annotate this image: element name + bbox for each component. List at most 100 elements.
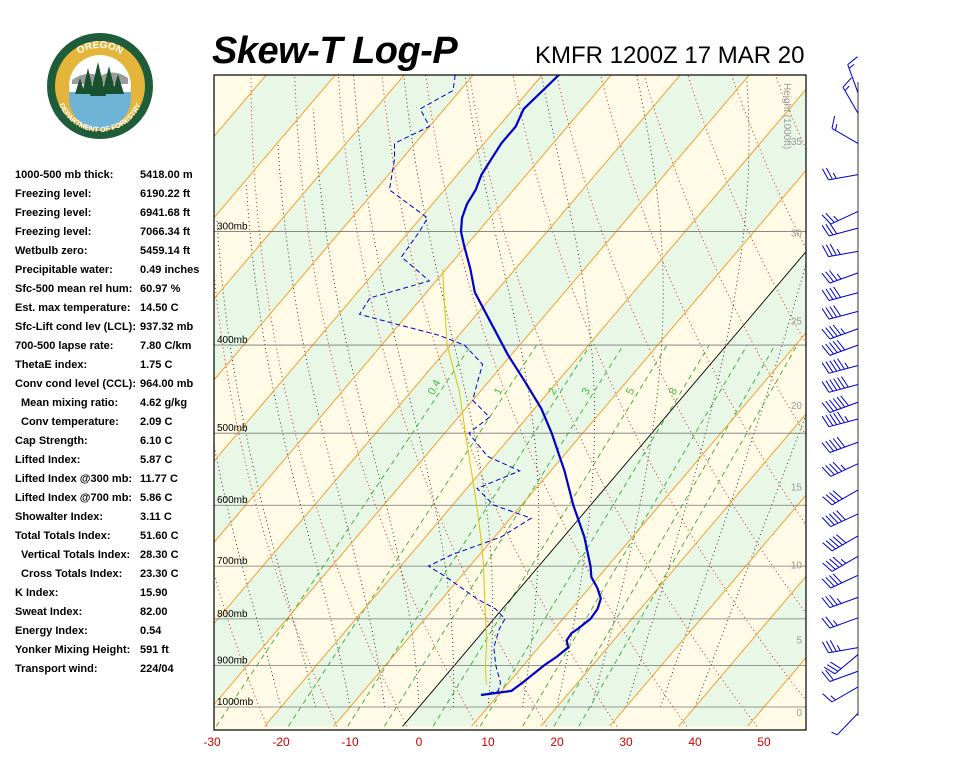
- index-value: 5418.00 m: [140, 169, 193, 181]
- wind-barb: [821, 210, 859, 225]
- index-value: 224/04: [140, 663, 174, 675]
- mixing-ratio-label: 3: [580, 386, 593, 397]
- wind-barb: [821, 573, 859, 589]
- wind-barb: [821, 324, 859, 340]
- plot-area: 200mb 300mb 400mb 500mb 600mb 700mb 800mb 900mb…: [214, 0, 960, 730]
- index-row: K Index: 15.90: [15, 587, 215, 606]
- isobar-label: 1000mb: [217, 697, 254, 708]
- zero-isotherm: [402, 251, 806, 727]
- index-label: Lifted Index @700 mb:: [15, 492, 133, 504]
- index-label: Cross Totals Index:: [21, 568, 123, 580]
- index-row: Precipitable water: 0.49 inches: [15, 264, 215, 283]
- index-value: 0.54: [140, 625, 162, 637]
- isobar-label: 700mb: [217, 556, 248, 567]
- chart-title: Skew-T Log-P: [212, 30, 458, 72]
- x-tick-label: 30: [619, 735, 633, 749]
- wind-barb: [822, 686, 859, 703]
- x-tick-label: 40: [688, 735, 702, 749]
- index-row: ThetaE index: 1.75 C: [15, 359, 215, 378]
- wind-barb: [821, 286, 859, 301]
- isotherm: [214, 75, 681, 625]
- index-row: 1000-500 mb thick: 5418.00 m: [15, 169, 215, 188]
- height-axis-label: Height (1000ft): [781, 83, 792, 149]
- tree-icon: [75, 62, 124, 96]
- index-value: 5459.14 ft: [140, 245, 191, 257]
- index-row: 700-500 lapse rate: 7.80 C/km: [15, 340, 215, 359]
- isobar-label: 800mb: [217, 609, 248, 620]
- index-value: 1.75 C: [140, 359, 173, 371]
- dewpoint-line: [358, 75, 533, 696]
- wind-barb: [821, 270, 859, 284]
- index-value: 2.09 C: [140, 416, 173, 428]
- temperature-line: [459, 75, 602, 697]
- wind-barb: [822, 489, 859, 506]
- index-label: Mean mixing ratio:: [21, 397, 119, 409]
- index-value: 28.30 C: [140, 549, 179, 561]
- isobar-label: 400mb: [217, 335, 248, 346]
- isobar-label: 900mb: [217, 655, 248, 666]
- index-row: Cap Strength: 6.10 C: [15, 435, 215, 454]
- index-value: 5.87 C: [140, 454, 173, 466]
- index-label: Conv cond level (CCL):: [15, 378, 137, 390]
- mixing-ratio-line: [578, 344, 798, 727]
- x-tick-label: 20: [550, 735, 564, 749]
- index-value: 3.11 C: [140, 511, 172, 523]
- index-label: Lifted Index:: [15, 454, 81, 466]
- index-value: 0.49 inches: [140, 264, 200, 276]
- isobar-label: 500mb: [217, 423, 248, 434]
- wind-barb: [821, 411, 859, 428]
- mixing-ratio-line: [522, 344, 748, 727]
- index-value: 51.60 C: [140, 530, 179, 542]
- isotherm: [540, 413, 806, 727]
- index-row: Conv cond level (CCL): 964.00 mb: [15, 378, 215, 397]
- dry-adiabat: [880, 0, 960, 726]
- isotherm: [264, 88, 806, 727]
- wind-barb: [821, 222, 859, 237]
- mixing-ratio-line: [553, 344, 776, 727]
- mixing-ratio-line: [479, 344, 710, 727]
- plot-frame: [213, 74, 807, 731]
- dry-adiabat: [730, 75, 806, 250]
- index-value: 6941.68 ft: [140, 207, 191, 219]
- isobar-label: 200mb: [217, 61, 248, 72]
- index-value: 6.10 C: [140, 435, 173, 447]
- moist-adiabat: [245, 182, 351, 708]
- isotherm: [609, 494, 806, 727]
- index-label: Energy Index:: [15, 625, 88, 637]
- index-value: 23.30 C: [140, 568, 179, 580]
- x-tick-label: -30: [203, 735, 221, 749]
- wind-barb: [821, 167, 859, 181]
- index-value: 60.97 %: [140, 283, 181, 295]
- svg-text:OREGON: OREGON: [75, 40, 125, 57]
- index-row: Mean mixing ratio: 4.62 g/kg: [15, 397, 215, 416]
- index-row: Freezing level: 6190.22 ft: [15, 188, 215, 207]
- x-tick-label: 0: [416, 735, 423, 749]
- index-value: 15.90: [140, 587, 168, 599]
- wind-barb: [831, 115, 859, 144]
- index-value: 5.86 C: [140, 492, 173, 504]
- station-time-label: KMFR 1200Z 17 MAR 20: [535, 42, 805, 69]
- wind-barb: [847, 56, 859, 93]
- moist-adiabat: [403, 75, 494, 708]
- dry-adiabat: [468, 75, 758, 727]
- index-value: 937.32 mb: [140, 321, 194, 333]
- index-value: 82.00: [140, 606, 168, 618]
- index-label: Freezing level:: [15, 188, 92, 200]
- wind-barbs: [821, 56, 859, 736]
- mixing-ratio-label: 8: [667, 386, 680, 397]
- index-label: Showalter Index:: [15, 511, 104, 523]
- index-value: 7066.34 ft: [140, 226, 191, 238]
- index-label: Total Totals Index:: [15, 530, 111, 542]
- index-row: Showalter Index: 3.11 C: [15, 511, 215, 530]
- index-row: Freezing level: 6941.68 ft: [15, 207, 215, 226]
- index-label: Transport wind:: [15, 663, 98, 675]
- index-label: Cap Strength:: [15, 435, 88, 447]
- index-value: 6190.22 ft: [140, 188, 191, 200]
- index-row: Lifted Index: 5.87 C: [15, 454, 215, 473]
- x-tick-label: -20: [272, 735, 290, 749]
- logo-text-top: OREGON: [75, 40, 125, 57]
- height-tick-label: 10: [791, 560, 803, 571]
- parcel-line: [442, 269, 488, 685]
- x-tick-label: 50: [757, 735, 771, 749]
